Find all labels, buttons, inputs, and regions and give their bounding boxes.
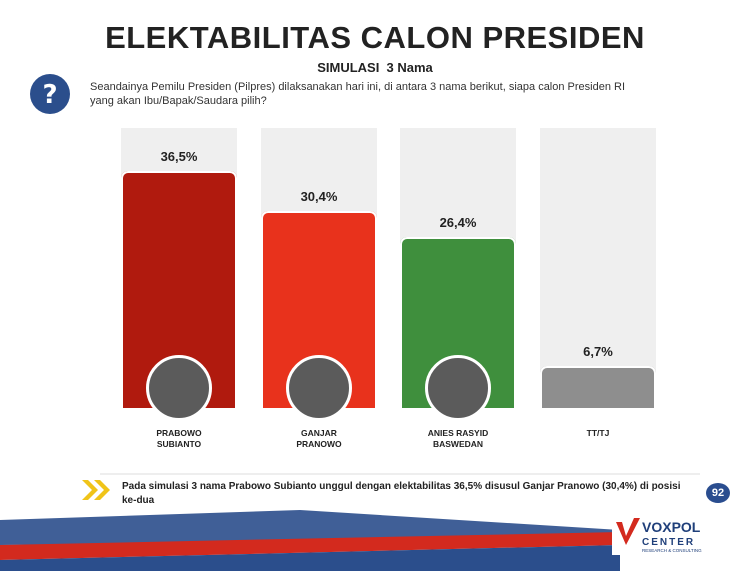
bar	[540, 366, 656, 410]
logo-tagline: RESEARCH & CONSULTING	[642, 548, 702, 553]
category-label: GANJAR PRANOWO	[296, 428, 342, 449]
category-label: PRABOWO SUBIANTO	[156, 428, 202, 449]
stripe	[0, 532, 620, 560]
column-background	[540, 128, 656, 410]
value-label: 26,4%	[439, 214, 477, 230]
value-label: 30,4%	[300, 188, 338, 204]
page-number: 92	[706, 483, 730, 503]
chart-title: ELEKTABILITAS CALON PRESIDEN	[105, 20, 645, 55]
question-icon	[30, 74, 70, 114]
candidate-photo	[286, 355, 352, 421]
logo-sub: CENTER	[642, 537, 695, 548]
category-label: TT/TJ	[586, 428, 610, 438]
chevron	[94, 480, 110, 500]
chevron	[82, 480, 98, 500]
question: Seandainya Pemilu Presiden (Pilpres) dil…	[90, 81, 626, 107]
note: Pada simulasi 3 nama Prabowo Subianto un…	[122, 481, 681, 506]
chart-subtitle: SIMULASI 3 Nama	[317, 60, 433, 75]
logo-check	[616, 518, 640, 545]
question-mark: ?	[42, 80, 57, 110]
value-label: 6,7%	[583, 344, 613, 360]
candidate-photo	[425, 355, 491, 421]
logo-name: VOXPOL	[642, 519, 701, 535]
stripe	[0, 545, 620, 571]
category-label: ANIES RASYID BASWEDAN	[427, 428, 489, 449]
candidate-photo	[146, 355, 212, 421]
value-label: 36,5%	[160, 148, 198, 164]
